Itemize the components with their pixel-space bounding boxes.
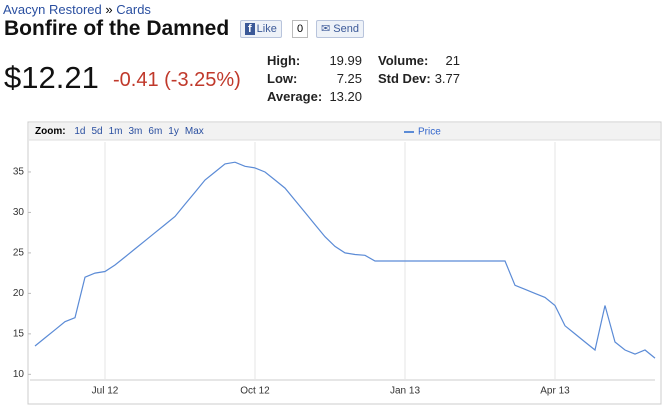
stat-label: Average:: [267, 89, 323, 104]
x-tick-label: Apr 13: [540, 386, 570, 397]
breadcrumb-link[interactable]: Cards: [116, 2, 151, 17]
y-tick-label: 25: [13, 248, 25, 259]
zoom-option[interactable]: 1y: [168, 126, 179, 137]
zoom-option[interactable]: Max: [184, 126, 204, 137]
y-tick-label: 20: [13, 288, 25, 299]
stat-value: 19.99: [329, 53, 362, 68]
stat-label: Low:: [267, 71, 298, 86]
zoom-option[interactable]: 1d: [74, 126, 86, 137]
like-button[interactable]: f Like: [240, 20, 282, 38]
x-tick-label: Jan 13: [390, 386, 420, 397]
toolbar-bg: [29, 123, 660, 140]
like-count: 0: [292, 20, 309, 38]
zoom-option[interactable]: 1m: [108, 126, 123, 137]
send-button[interactable]: ✉ Send: [316, 20, 364, 38]
zoom-bar: Zoom: 1d 5d 1m 3m 6m 1y Max: [35, 126, 204, 137]
stat-value: 3.77: [434, 71, 460, 86]
legend-label: Price: [418, 127, 441, 138]
stat-label: Std Dev:: [378, 71, 431, 86]
y-tick-label: 10: [13, 369, 25, 380]
zoom-option[interactable]: 6m: [148, 126, 163, 137]
y-tick-label: 15: [13, 328, 25, 339]
card-title: Bonfire of the Damned: [4, 17, 230, 40]
breadcrumb-link[interactable]: Avacyn Restored: [3, 2, 102, 17]
zoom-option[interactable]: 3m: [128, 126, 143, 137]
x-tick-label: Oct 12: [240, 386, 270, 397]
breadcrumb-separator: »: [105, 2, 113, 17]
zoom-label: Zoom:: [35, 126, 66, 137]
stat-label: Volume:: [378, 53, 429, 68]
price-line: [34, 161, 656, 359]
stat-label: High:: [267, 53, 301, 68]
y-tick-label: 35: [13, 167, 25, 178]
x-tick-label: Jul 12: [92, 386, 119, 397]
chart-frame: [27, 121, 662, 405]
breadcrumb: Avacyn Restored » Cards: [3, 2, 151, 17]
stat-value: 13.20: [329, 89, 362, 104]
y-tick-label: 30: [13, 207, 25, 218]
price-change: -0.41 (-3.25%): [113, 69, 241, 91]
send-text: Send: [333, 23, 359, 35]
like-text: Like: [256, 23, 277, 35]
current-price: $12.21: [4, 60, 99, 95]
stat-value: 7.25: [336, 71, 362, 86]
zoom-option[interactable]: 5d: [91, 126, 103, 137]
stat-value: 21: [445, 53, 460, 68]
